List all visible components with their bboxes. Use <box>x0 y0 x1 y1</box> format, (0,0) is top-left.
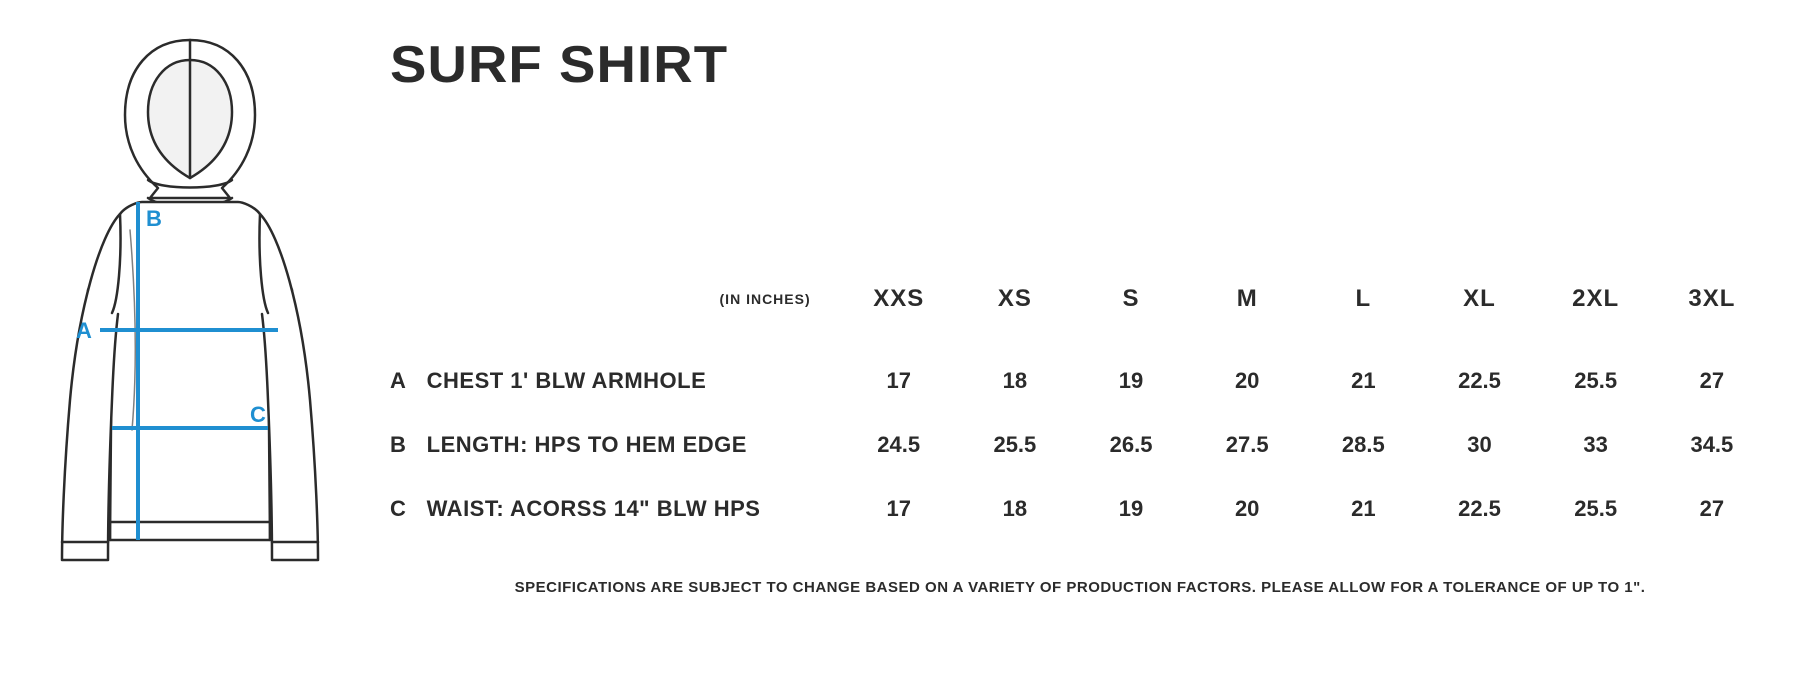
cell: 28.5 <box>1305 413 1421 477</box>
row-letter: C <box>390 496 420 522</box>
size-header: XS <box>957 285 1073 349</box>
size-header-row: (IN INCHES) XXS XS S M L XL 2XL 3XL <box>390 285 1770 349</box>
diagram-label-b: B <box>146 206 162 231</box>
row-label: CHEST 1' BLW ARMHOLE <box>427 368 707 393</box>
cell: 27.5 <box>1189 413 1305 477</box>
size-header: XXS <box>841 285 957 349</box>
cell: 33 <box>1538 413 1654 477</box>
cell: 27 <box>1654 477 1770 541</box>
cell: 18 <box>957 349 1073 413</box>
cell: 19 <box>1073 349 1189 413</box>
cell: 26.5 <box>1073 413 1189 477</box>
size-header: M <box>1189 285 1305 349</box>
cell: 27 <box>1654 349 1770 413</box>
table-row: C WAIST: ACORSS 14" BLW HPS 17 18 19 20 … <box>390 477 1770 541</box>
diagram-label-c: C <box>250 402 266 427</box>
size-chart: (IN INCHES) XXS XS S M L XL 2XL 3XL A CH… <box>390 285 1770 596</box>
cell: 34.5 <box>1654 413 1770 477</box>
table-row: B LENGTH: HPS TO HEM EDGE 24.5 25.5 26.5… <box>390 413 1770 477</box>
size-header: 2XL <box>1538 285 1654 349</box>
cell: 18 <box>957 477 1073 541</box>
cell: 22.5 <box>1421 349 1537 413</box>
diagram-label-a: A <box>76 318 92 343</box>
cell: 22.5 <box>1421 477 1537 541</box>
garment-diagram: B A C <box>30 30 350 590</box>
cell: 21 <box>1305 349 1421 413</box>
cell: 17 <box>841 349 957 413</box>
cell: 20 <box>1189 349 1305 413</box>
unit-label: (IN INCHES) <box>390 285 841 349</box>
row-letter: A <box>390 368 420 394</box>
cell: 30 <box>1421 413 1537 477</box>
cell: 25.5 <box>1538 349 1654 413</box>
size-header: L <box>1305 285 1421 349</box>
cell: 25.5 <box>957 413 1073 477</box>
cell: 17 <box>841 477 957 541</box>
page-title: SURF SHIRT <box>390 35 1800 95</box>
cell: 19 <box>1073 477 1189 541</box>
size-header: S <box>1073 285 1189 349</box>
cell: 20 <box>1189 477 1305 541</box>
cell: 25.5 <box>1538 477 1654 541</box>
table-row: A CHEST 1' BLW ARMHOLE 17 18 19 20 21 22… <box>390 349 1770 413</box>
cell: 21 <box>1305 477 1421 541</box>
row-letter: B <box>390 432 420 458</box>
row-label: LENGTH: HPS TO HEM EDGE <box>427 432 747 457</box>
row-label: WAIST: ACORSS 14" BLW HPS <box>427 496 761 521</box>
size-header: 3XL <box>1654 285 1770 349</box>
cell: 24.5 <box>841 413 957 477</box>
footnote: SPECIFICATIONS ARE SUBJECT TO CHANGE BAS… <box>390 579 1770 596</box>
size-header: XL <box>1421 285 1537 349</box>
